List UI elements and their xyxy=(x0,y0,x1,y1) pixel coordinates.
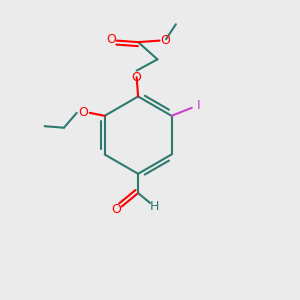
Text: O: O xyxy=(132,71,142,84)
Text: H: H xyxy=(150,200,159,213)
Text: O: O xyxy=(112,203,122,216)
Text: O: O xyxy=(160,34,170,47)
Text: I: I xyxy=(196,99,200,112)
Text: O: O xyxy=(78,106,88,119)
Text: O: O xyxy=(106,33,116,46)
